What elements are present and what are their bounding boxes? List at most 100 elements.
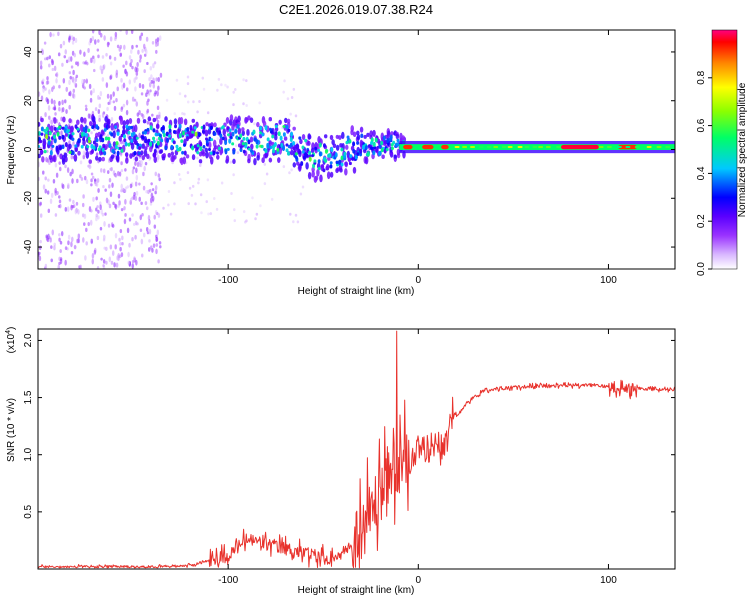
heatmap-cell	[340, 155, 344, 161]
heatmap-cell	[167, 203, 170, 207]
heatmap-cell	[130, 30, 134, 34]
heatmap-cell	[55, 172, 59, 178]
heatmap-cell	[91, 35, 95, 42]
heatmap-cell	[84, 125, 88, 131]
heatmap-cell	[105, 52, 108, 57]
heatmap-cell	[82, 237, 85, 243]
heatmap-cell	[134, 156, 139, 162]
heatmap-cell	[380, 147, 384, 153]
heatmap-cell	[154, 41, 158, 47]
heatmap-cell	[286, 97, 290, 101]
heatmap-cell	[264, 151, 269, 159]
heatmap-cell	[97, 39, 100, 43]
heatmap-cell	[154, 90, 157, 95]
colorbar-tick-label: 0.2	[696, 214, 707, 228]
heatmap-cell	[386, 130, 391, 138]
heatmap-cell	[123, 206, 126, 211]
heatmap-cell	[69, 90, 72, 97]
heatmap-cell	[228, 128, 232, 133]
heatmap-cell	[201, 76, 205, 80]
heatmap-cell	[356, 141, 360, 145]
heatmap-cell	[74, 124, 78, 129]
heatmap-cell	[182, 156, 187, 165]
heatmap-cell	[249, 149, 253, 153]
heatmap-cell	[295, 143, 299, 149]
heatmap-cell	[290, 96, 294, 100]
heatmap-cell	[101, 147, 105, 153]
heatmap-cell	[196, 110, 199, 114]
heatmap-cell	[107, 42, 110, 46]
heatmap-cell	[169, 212, 173, 216]
heatmap-cell	[91, 125, 95, 130]
heatmap-cell	[39, 213, 43, 218]
heatmap-cell	[60, 230, 64, 237]
heatmap-cell	[108, 55, 112, 60]
heatmap-cell	[145, 227, 149, 232]
heatmap-cell	[110, 123, 114, 131]
heatmap-cell	[285, 125, 289, 130]
heatmap-cell	[101, 137, 105, 143]
heatmap-cell	[48, 154, 53, 161]
heatmap-cell	[154, 210, 158, 215]
heatmap-cell	[191, 145, 195, 151]
heatmap-cell	[149, 141, 153, 147]
heatmap-cell	[236, 151, 240, 155]
heatmap-cell	[107, 136, 111, 141]
heatmap-cell	[89, 37, 93, 44]
heatmap-cell	[92, 196, 95, 202]
heatmap-cell	[369, 130, 373, 137]
heatmap-cell	[247, 158, 251, 164]
heatmap-cell	[180, 139, 184, 143]
heatmap-cell	[132, 222, 136, 226]
heatmap-cell	[246, 129, 250, 136]
heatmap-cell	[277, 157, 281, 164]
heatmap-cell	[62, 77, 66, 84]
heatmap-cell	[71, 150, 75, 156]
heatmap-cell	[58, 237, 61, 242]
heatmap-cell	[167, 190, 171, 194]
heatmap-cell	[90, 209, 93, 213]
heatmap-cell	[145, 36, 149, 42]
heatmap-cell	[58, 125, 62, 129]
heatmap-cell	[131, 169, 135, 175]
heatmap-cell	[349, 154, 353, 159]
heatmap-cell	[77, 238, 80, 244]
heatmap-cell	[136, 117, 141, 124]
heatmap-cell	[68, 134, 72, 140]
heatmap-cell	[462, 146, 468, 149]
snr-y-tick-label: 0.5	[23, 504, 34, 518]
heatmap-cell	[139, 38, 142, 42]
heatmap-cell	[254, 217, 257, 221]
heatmap-cell	[214, 145, 218, 150]
heatmap-cell	[372, 141, 376, 147]
heatmap-cell	[86, 61, 89, 66]
heatmap-cell	[129, 62, 132, 67]
heatmap-cell	[118, 135, 122, 142]
heatmap-cell	[58, 100, 61, 106]
heatmap-cell	[197, 177, 201, 181]
heatmap-cell	[114, 203, 118, 210]
heatmap-cell	[125, 99, 129, 106]
heatmap-cell	[127, 130, 131, 135]
snr-x-tick-label: 100	[600, 575, 617, 586]
heatmap-cell	[153, 214, 156, 220]
heatmap-cell	[151, 195, 155, 202]
heatmap-cell	[207, 147, 211, 152]
heatmap-cell	[213, 122, 217, 128]
heatmap-cell	[207, 141, 212, 149]
heatmap-cell	[57, 52, 61, 57]
heatmap-cell	[253, 122, 256, 126]
heatmap-cell	[38, 245, 42, 251]
heatmap-cell	[332, 143, 337, 149]
heatmap-cell	[359, 126, 364, 133]
heatmap-cell	[97, 209, 100, 214]
heatmap-cell	[63, 55, 67, 59]
heatmap-cell	[54, 112, 57, 116]
heatmap-cell	[68, 198, 72, 202]
heatmap-cell	[204, 129, 209, 137]
heatmap-cell	[104, 136, 108, 141]
heatmap-cell	[46, 76, 49, 81]
heatmap-cell	[102, 143, 106, 148]
heatmap-cell	[282, 165, 286, 169]
heatmap-cell	[103, 35, 106, 41]
